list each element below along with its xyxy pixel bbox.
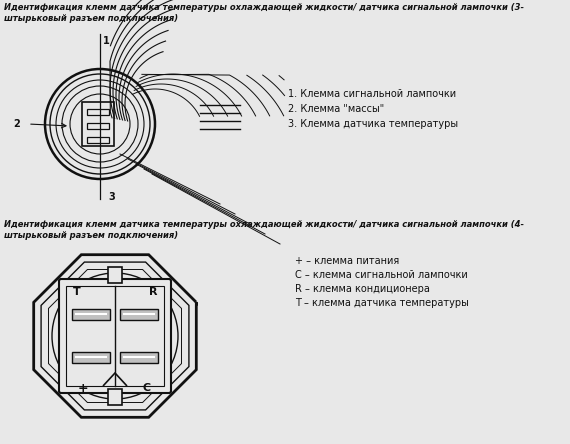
Text: + – клемма питания: + – клемма питания bbox=[295, 256, 399, 266]
FancyBboxPatch shape bbox=[120, 352, 158, 363]
FancyBboxPatch shape bbox=[108, 389, 122, 405]
FancyBboxPatch shape bbox=[108, 267, 122, 283]
Text: R: R bbox=[149, 287, 157, 297]
FancyBboxPatch shape bbox=[59, 279, 171, 393]
Text: Идентификация клемм датчика температуры охлаждающей жидкости/ датчика сигнальной: Идентификация клемм датчика температуры … bbox=[4, 3, 524, 23]
Text: C: C bbox=[143, 383, 151, 393]
FancyBboxPatch shape bbox=[72, 309, 110, 320]
Text: C – клемма сигнальной лампочки: C – клемма сигнальной лампочки bbox=[295, 270, 468, 280]
FancyBboxPatch shape bbox=[120, 309, 158, 320]
Text: 2. Клемма "массы": 2. Клемма "массы" bbox=[288, 104, 384, 114]
Text: Идентификация клемм датчика температуры охлаждающей жидкости/ датчика сигнальной: Идентификация клемм датчика температуры … bbox=[4, 220, 524, 240]
Text: 2: 2 bbox=[13, 119, 20, 129]
Circle shape bbox=[52, 273, 178, 399]
Text: 3. Клемма датчика температуры: 3. Клемма датчика температуры bbox=[288, 119, 458, 129]
Text: T: T bbox=[73, 287, 81, 297]
Text: 1. Клемма сигнальной лампочки: 1. Клемма сигнальной лампочки bbox=[288, 89, 456, 99]
Text: T – клемма датчика температуры: T – клемма датчика температуры bbox=[295, 298, 469, 308]
Text: 1: 1 bbox=[103, 36, 110, 46]
FancyBboxPatch shape bbox=[72, 352, 110, 363]
Text: 3: 3 bbox=[108, 192, 115, 202]
Text: R – клемма кондиционера: R – клемма кондиционера bbox=[295, 284, 430, 294]
Text: +: + bbox=[78, 381, 88, 395]
